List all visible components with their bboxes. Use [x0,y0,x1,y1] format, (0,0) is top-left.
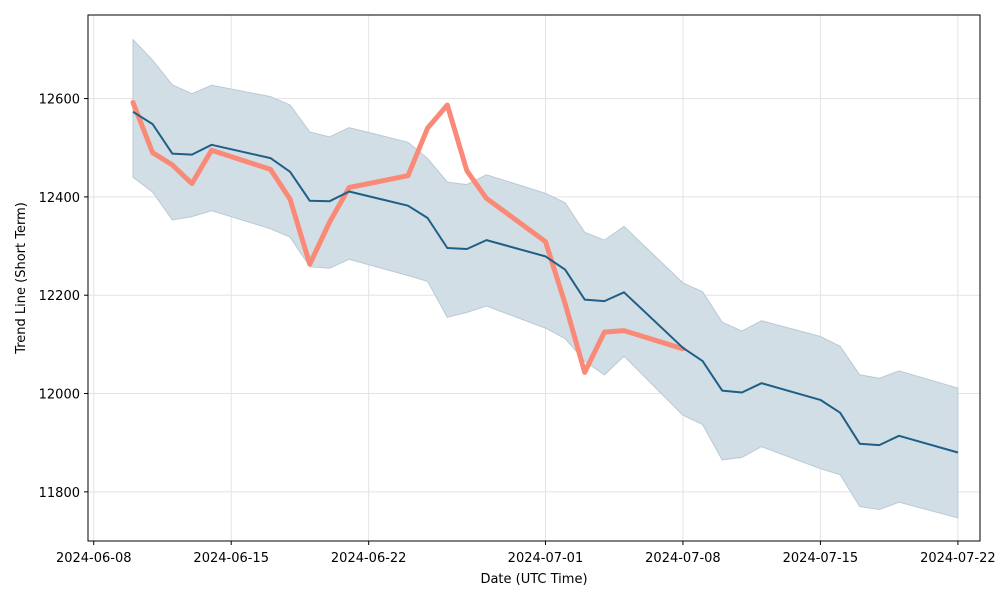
x-tick-label: 2024-06-08 [56,551,132,566]
x-tick-label: 2024-07-15 [783,551,859,566]
x-tick-label: 2024-06-15 [193,551,269,566]
y-tick-label: 12000 [39,388,80,403]
x-tick-label: 2024-06-22 [331,551,407,566]
x-axis-label: Date (UTC Time) [480,572,587,587]
x-tick-label: 2024-07-22 [920,551,996,566]
confidence-band [132,38,959,519]
plot-frame [87,14,981,542]
y-tick-label: 12200 [39,289,80,304]
highlight-series-line [130,100,686,375]
axes: 2024-06-08 2024-06-15 2024-06-22 2024-07-01… [39,93,996,566]
y-tick-label: 12600 [39,93,80,108]
trend-series-line [132,110,959,454]
series-lines [130,100,959,454]
x-tick-label: 2024-07-01 [508,551,584,566]
y-axis-label: Trend Line (Short Term) [14,202,29,355]
y-tick-label: 11800 [39,486,80,501]
y-tick-label: 12400 [39,191,80,206]
x-tick-label: 2024-07-08 [645,551,721,566]
band-area [132,38,959,519]
